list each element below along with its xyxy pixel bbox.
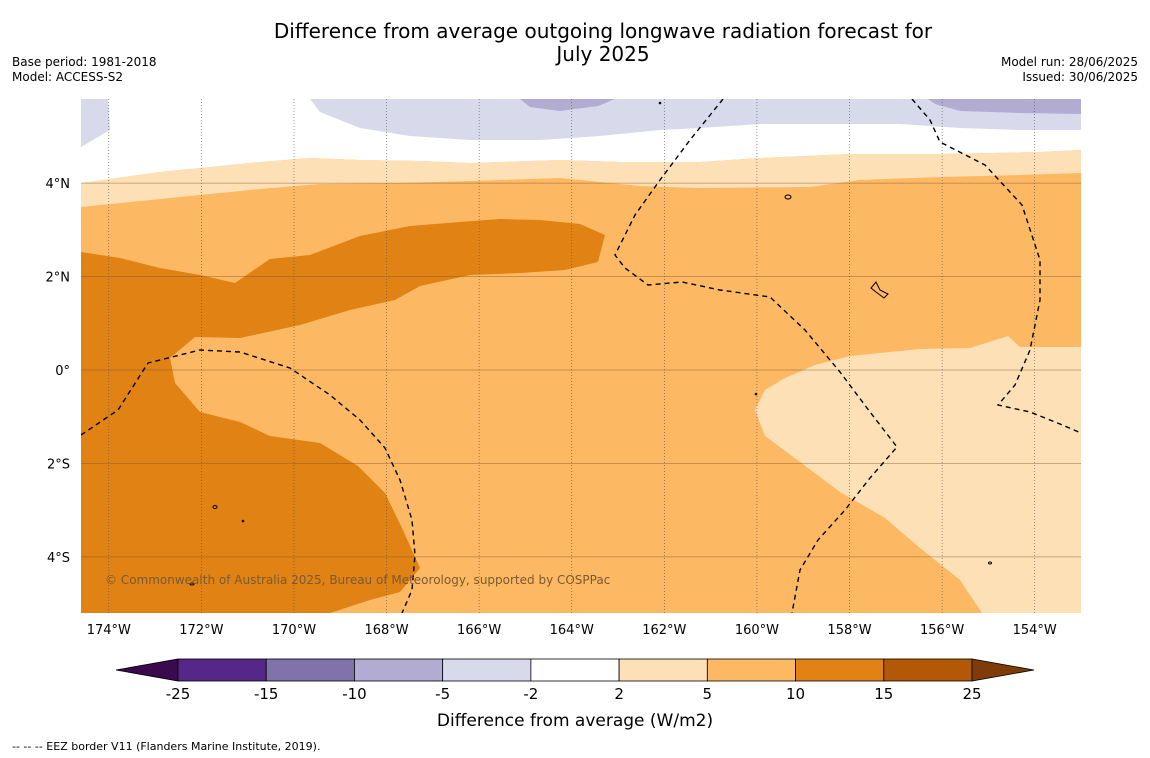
colorbar-tick-label: -10 — [342, 685, 367, 703]
colorbar-tick-label: 10 — [786, 685, 805, 703]
band-negative-mid-a — [520, 99, 615, 111]
colorbar-extend-high — [971, 658, 1035, 682]
lon-tick-label: 168°W — [364, 623, 408, 638]
lat-tick-label: 2°S — [47, 457, 70, 472]
base-period-label: Base period: 1981-2018 — [12, 55, 157, 69]
eez-borders — [81, 99, 1081, 613]
lon-tick-label: 156°W — [920, 623, 964, 638]
longitude-labels: 174°W 172°W 170°W 168°W 166°W 164°W 162°W 160°W… — [87, 623, 1057, 638]
band-negative-light-a — [310, 99, 1081, 140]
colorbar-tick-label: 15 — [874, 685, 893, 703]
meta-right: Model run: 28/06/2025 Issued: 30/06/2025 — [1001, 55, 1138, 85]
colorbar-tick-label: -25 — [166, 685, 191, 703]
eez-footnote: -- -- -- EEZ border V11 (Flanders Marine… — [12, 740, 321, 753]
lon-tick-label: 162°W — [642, 623, 686, 638]
colorbar-swatch — [177, 658, 267, 682]
band-negative-light-b — [81, 99, 110, 147]
chart-title: Difference from average outgoing longwav… — [230, 20, 976, 66]
colorbar-swatch — [883, 658, 973, 682]
lat-tick-label: 0° — [55, 364, 70, 379]
colorbar-tick-label: -15 — [254, 685, 279, 703]
colorbar-swatch — [354, 658, 444, 682]
meta-left: Base period: 1981-2018 Model: ACCESS-S2 — [12, 55, 157, 85]
lon-tick-label: 172°W — [179, 623, 223, 638]
title-line-1: Difference from average outgoing longwav… — [273, 19, 933, 43]
islands — [189, 101, 992, 586]
lon-tick-label: 164°W — [550, 623, 594, 638]
band-10-15-west — [81, 219, 605, 613]
graticule — [81, 99, 1081, 613]
colorbar-swatch — [530, 658, 620, 682]
lat-tick-label: 4°N — [46, 177, 71, 192]
colorbar-swatch — [618, 658, 708, 682]
colorbar-swatch — [265, 658, 355, 682]
lon-tick-label: 170°W — [272, 623, 316, 638]
lon-tick-label: 174°W — [87, 623, 131, 638]
lat-tick-label: 4°S — [47, 551, 70, 566]
band-2-5-north — [81, 150, 1081, 207]
lat-tick-label: 2°N — [46, 271, 71, 286]
colorbar-tick-label: 5 — [703, 685, 713, 703]
colorbar-title: Difference from average (W/m2) — [437, 711, 713, 731]
band-negative-mid-b — [928, 99, 1081, 114]
lon-tick-label: 160°W — [735, 623, 779, 638]
colorbar-tick-label: -5 — [435, 685, 450, 703]
issued-label: Issued: 30/06/2025 — [1022, 70, 1138, 84]
model-label: Model: ACCESS-S2 — [12, 70, 124, 84]
model-run-label: Model run: 28/06/2025 — [1000, 55, 1138, 69]
copyright-notice: © Commonwealth of Australia 2025, Bureau… — [105, 573, 610, 587]
colorbar-swatch — [706, 658, 796, 682]
contour-fields: © Commonwealth of Australia 2025, Bureau… — [81, 99, 1081, 613]
colorbar-tick-label: -2 — [523, 685, 538, 703]
lon-tick-label: 158°W — [827, 623, 871, 638]
colorbar-swatch — [795, 658, 885, 682]
colorbar-swatch — [442, 658, 532, 682]
lon-tick-label: 154°W — [1013, 623, 1057, 638]
latitude-labels: 4°N 2°N 0° 2°S 4°S — [46, 177, 71, 566]
colorbar-extend-low — [115, 658, 179, 682]
colorbar-tick-label: 25 — [962, 685, 981, 703]
lon-tick-label: 166°W — [457, 623, 501, 638]
title-line-2: July 2025 — [556, 42, 650, 66]
colorbar-tick-label: 2 — [614, 685, 624, 703]
colorbar: -25 -15 -10 -5 -2 2 5 10 15 25 — [115, 658, 1035, 703]
